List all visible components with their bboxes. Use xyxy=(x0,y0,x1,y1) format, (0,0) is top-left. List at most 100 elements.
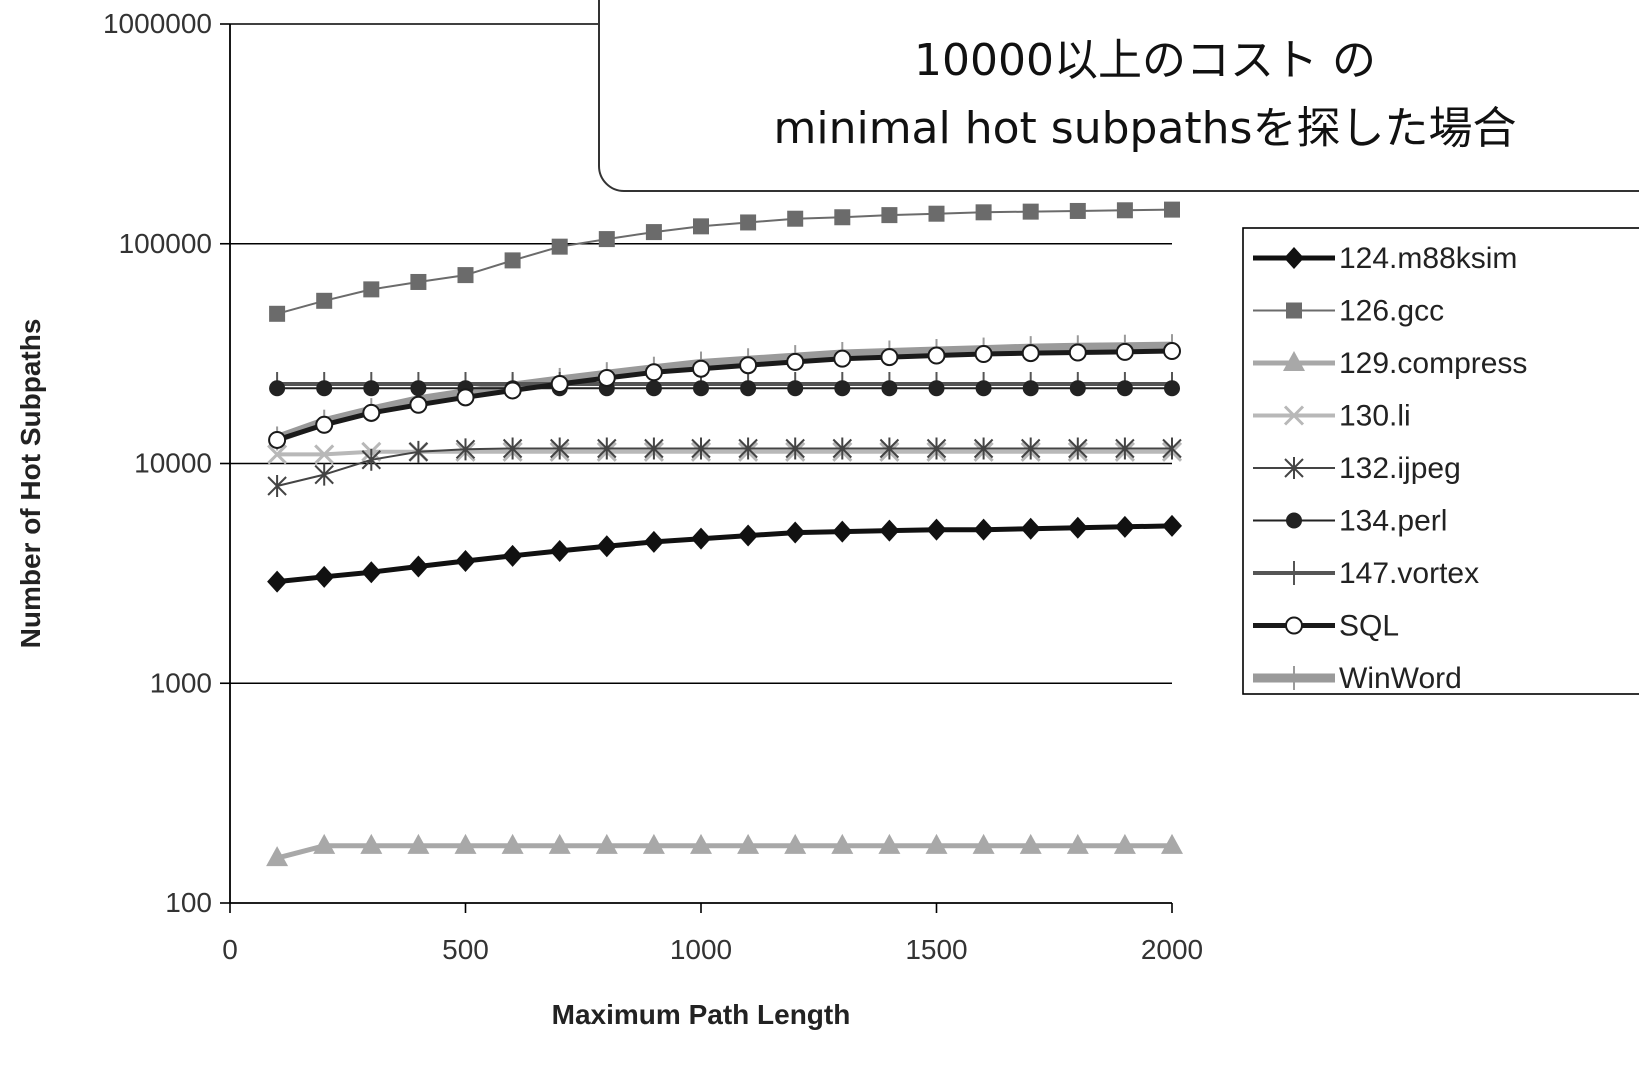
data-point-SQL-1200 xyxy=(786,352,805,371)
data-point-124.m88ksim-800 xyxy=(596,535,617,558)
data-point-SQL-200 xyxy=(315,415,334,434)
data-point-124.m88ksim-1900 xyxy=(1114,515,1135,538)
data-point-134.perl-1000 xyxy=(693,380,709,397)
legend-entry-124.m88ksim: 124.m88ksim xyxy=(1253,242,1517,275)
data-point-134.perl-1700 xyxy=(1022,380,1039,397)
data-point-124.m88ksim-1800 xyxy=(1067,516,1088,539)
data-point-134.perl-1600 xyxy=(975,380,992,397)
callout-line-2: minimal hot subpathsを探した場合 xyxy=(773,103,1517,154)
data-point-132.ijpeg-300 xyxy=(361,448,382,471)
data-point-129.compress-1600 xyxy=(972,833,995,854)
data-point-126.gcc-700 xyxy=(551,238,568,255)
legend-marker-134.perl xyxy=(1286,512,1302,529)
legend-label-129.compress: 129.compress xyxy=(1339,347,1527,380)
data-point-134.perl-400 xyxy=(410,380,427,397)
legend-entry-126.gcc: 126.gcc xyxy=(1253,295,1444,328)
series-SQL xyxy=(268,342,1181,449)
legend-entry-134.perl: 134.perl xyxy=(1253,505,1447,538)
data-point-134.perl-100 xyxy=(269,380,286,397)
data-point-124.m88ksim-900 xyxy=(643,530,664,553)
data-point-126.gcc-1500 xyxy=(928,205,945,222)
legend-label-126.gcc: 126.gcc xyxy=(1339,295,1444,328)
data-point-129.compress-200 xyxy=(313,833,336,854)
legend-marker-SQL xyxy=(1285,616,1303,635)
data-point-134.perl-2000 xyxy=(1164,380,1180,397)
data-point-129.compress-900 xyxy=(642,833,665,854)
y-axis-title: Number of Hot Subpaths xyxy=(15,319,46,649)
legend-label-SQL: SQL xyxy=(1339,610,1399,643)
data-point-SQL-300 xyxy=(362,403,381,422)
data-point-134.perl-1200 xyxy=(787,380,804,397)
data-point-SQL-1400 xyxy=(880,348,899,367)
legend-label-WinWord: WinWord xyxy=(1339,662,1462,695)
y-tick-label-10000: 10000 xyxy=(134,448,212,479)
data-point-132.ijpeg-1400 xyxy=(879,437,900,460)
data-point-132.ijpeg-500 xyxy=(455,438,476,461)
x-axis-title: Maximum Path Length xyxy=(552,999,851,1030)
data-point-134.perl-1400 xyxy=(881,380,898,397)
data-point-134.perl-200 xyxy=(316,380,333,397)
axes xyxy=(220,23,1173,913)
data-point-129.compress-800 xyxy=(595,833,618,854)
data-point-129.compress-300 xyxy=(360,833,383,854)
data-point-129.compress-100 xyxy=(266,846,289,867)
data-point-SQL-1100 xyxy=(739,356,758,375)
data-point-126.gcc-1800 xyxy=(1069,202,1086,219)
data-point-132.ijpeg-1100 xyxy=(738,437,758,460)
series-129.compress xyxy=(266,833,1183,867)
data-point-132.ijpeg-700 xyxy=(549,437,570,460)
data-point-SQL-1300 xyxy=(833,349,852,368)
data-point-129.compress-1700 xyxy=(1019,833,1042,854)
data-point-126.gcc-1000 xyxy=(693,218,709,235)
data-point-129.compress-600 xyxy=(501,833,524,854)
data-point-126.gcc-200 xyxy=(316,292,333,309)
data-point-134.perl-1100 xyxy=(740,380,757,397)
y-tick-label-1000000: 1000000 xyxy=(103,8,212,39)
data-point-132.ijpeg-400 xyxy=(408,440,429,463)
data-point-129.compress-1800 xyxy=(1066,833,1089,854)
data-point-SQL-500 xyxy=(456,388,475,407)
data-point-124.m88ksim-1100 xyxy=(738,524,759,547)
data-point-129.compress-1500 xyxy=(925,833,948,854)
data-point-134.perl-1900 xyxy=(1116,380,1133,397)
legend-label-132.ijpeg: 132.ijpeg xyxy=(1339,452,1461,485)
data-point-132.ijpeg-1000 xyxy=(691,437,711,460)
series-line-132.ijpeg xyxy=(276,447,1172,487)
data-point-SQL-1600 xyxy=(974,344,993,363)
data-point-SQL-400 xyxy=(409,395,428,414)
data-point-124.m88ksim-2000 xyxy=(1162,514,1182,537)
axis-labels: 100 1000 10000 100000 1000000 0 500 1000 1500 200… xyxy=(15,8,1203,1030)
data-point-126.gcc-1600 xyxy=(975,204,992,221)
data-point-129.compress-700 xyxy=(548,833,571,854)
data-point-126.gcc-400 xyxy=(410,273,427,290)
data-point-SQL-1000 xyxy=(692,359,710,378)
series-lines xyxy=(266,201,1183,867)
annotation-callout: 10000以上のコスト の minimal hot subpathsを探した場合 xyxy=(598,0,1639,192)
data-point-132.ijpeg-1800 xyxy=(1068,437,1088,460)
legend-label-124.m88ksim: 124.m88ksim xyxy=(1339,242,1517,275)
data-point-129.compress-400 xyxy=(407,833,430,854)
data-point-124.m88ksim-1000 xyxy=(691,527,711,550)
data-point-132.ijpeg-1200 xyxy=(785,437,805,460)
series-line-126.gcc xyxy=(276,208,1173,315)
legend: 124.m88ksim 126.gcc 129.compress 130.li 132.… xyxy=(1242,227,1639,695)
series-134.perl xyxy=(269,380,1180,397)
data-point-126.gcc-1400 xyxy=(881,207,898,224)
y-tick-label-100: 100 xyxy=(165,887,212,918)
legend-entry-SQL: SQL xyxy=(1253,610,1399,643)
data-point-124.m88ksim-1500 xyxy=(926,518,947,541)
data-point-134.perl-1500 xyxy=(928,380,945,397)
legend-entry-132.ijpeg: 132.ijpeg xyxy=(1253,452,1461,485)
y-tick-label-100000: 100000 xyxy=(119,228,212,259)
data-point-129.compress-1000 xyxy=(690,833,712,854)
legend-marker-132.ijpeg xyxy=(1284,457,1304,479)
data-point-SQL-1800 xyxy=(1068,343,1087,362)
data-point-124.m88ksim-200 xyxy=(314,565,335,588)
data-point-130.li-100 xyxy=(267,444,288,465)
x-tick-label-0: 0 xyxy=(222,934,238,965)
data-point-126.gcc-1900 xyxy=(1116,202,1133,219)
data-point-126.gcc-1700 xyxy=(1022,203,1039,220)
legend-marker-126.gcc xyxy=(1286,302,1302,319)
series-124.m88ksim xyxy=(267,514,1182,593)
data-point-134.perl-300 xyxy=(363,380,380,397)
